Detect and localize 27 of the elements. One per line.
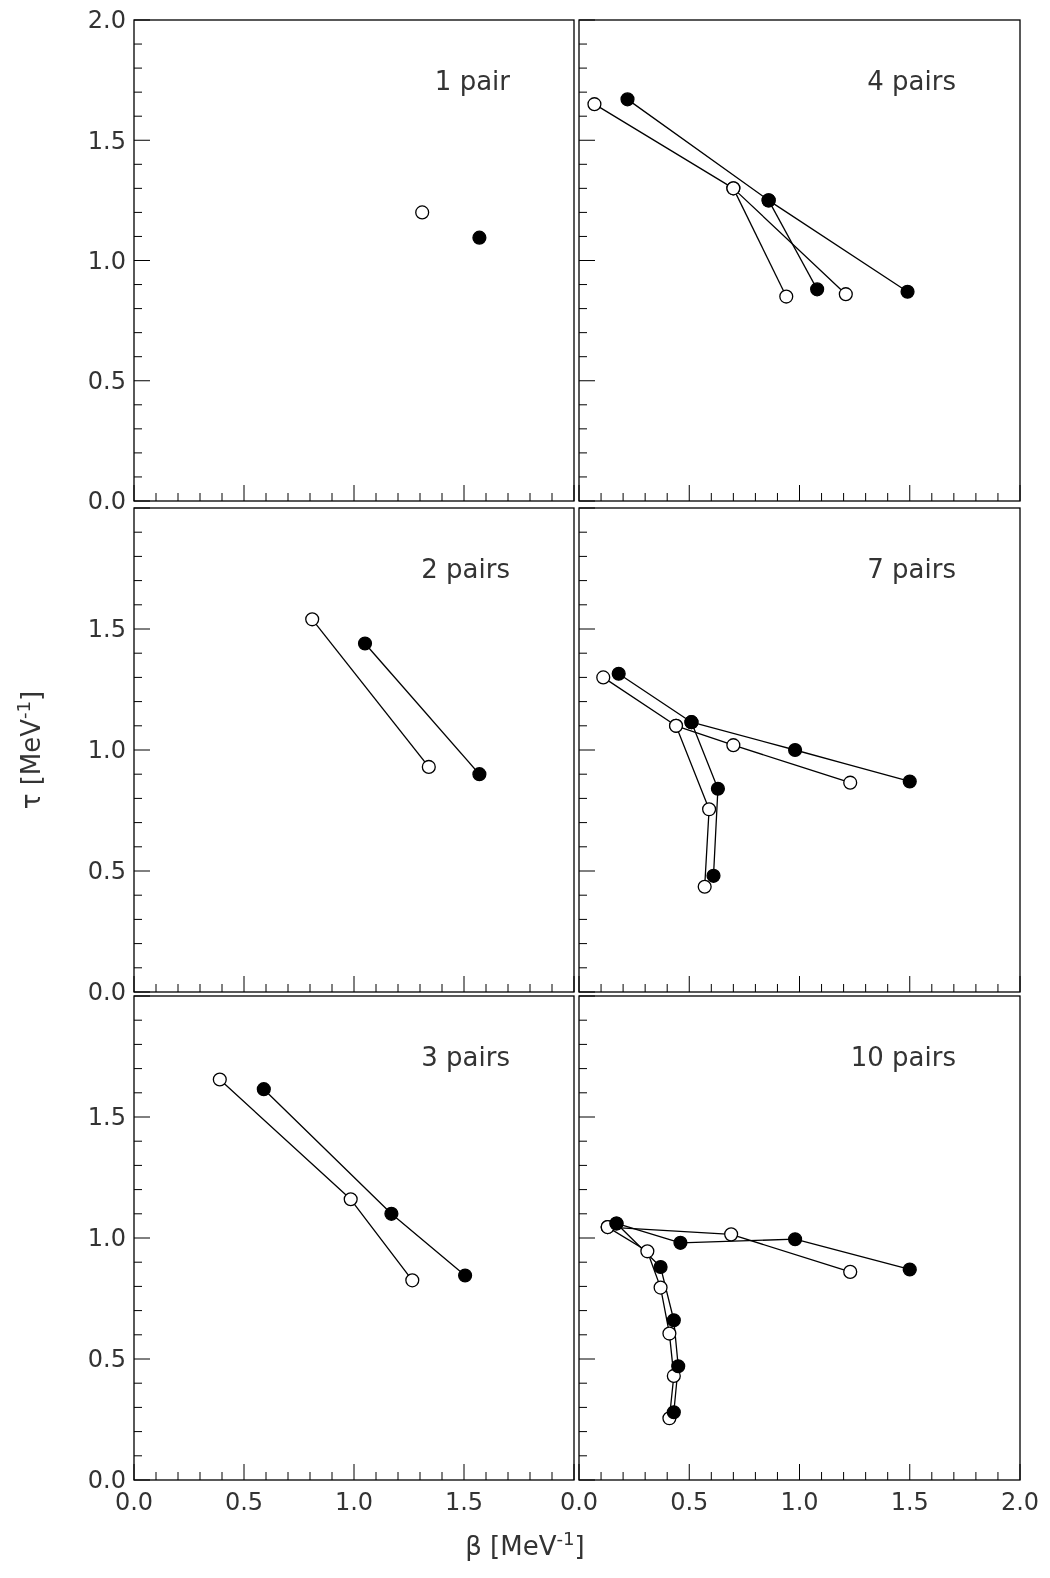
text: 7 pairs [867, 554, 956, 584]
x-axis-title: β [MeV$^{-1}$] [465, 1527, 585, 1561]
x-tick-label: 1.5 [890, 1488, 929, 1516]
y-tick-label: 0.0 [87, 487, 126, 516]
text: 4 pairs [867, 66, 956, 96]
y-tick-label: 1.0 [87, 1224, 126, 1253]
y-tick-label: 0.5 [87, 857, 126, 886]
y-tick-label: 1.5 [87, 126, 126, 155]
x-tick-label: 0.0 [559, 1488, 599, 1516]
text: 1 pair [434, 66, 511, 96]
y-tick-label: 1.5 [87, 615, 126, 644]
y-tick-label: 1.0 [87, 736, 126, 765]
x-tick-label: 2.0 [1000, 1488, 1040, 1516]
x-tick-label: 0.5 [670, 1488, 709, 1516]
y-tick-label: 0.5 [87, 367, 126, 396]
x-tick-label: 1.0 [780, 1488, 819, 1516]
x-tick-label: 1.0 [334, 1488, 374, 1516]
text: 2 pairs [421, 554, 510, 584]
x-tick-label: 0.5 [224, 1488, 264, 1516]
y-tick-label: 0.5 [87, 1345, 126, 1374]
y-tick-label: 1.0 [87, 246, 126, 275]
x-tick-label: 1.5 [444, 1488, 484, 1516]
y-tick-label: 0.0 [87, 978, 126, 1007]
text: 10 pairs [850, 1042, 956, 1072]
y-tick-label: 2.0 [87, 6, 126, 35]
text: 3 pairs [421, 1042, 510, 1072]
y-tick-label: 1.5 [87, 1103, 126, 1132]
